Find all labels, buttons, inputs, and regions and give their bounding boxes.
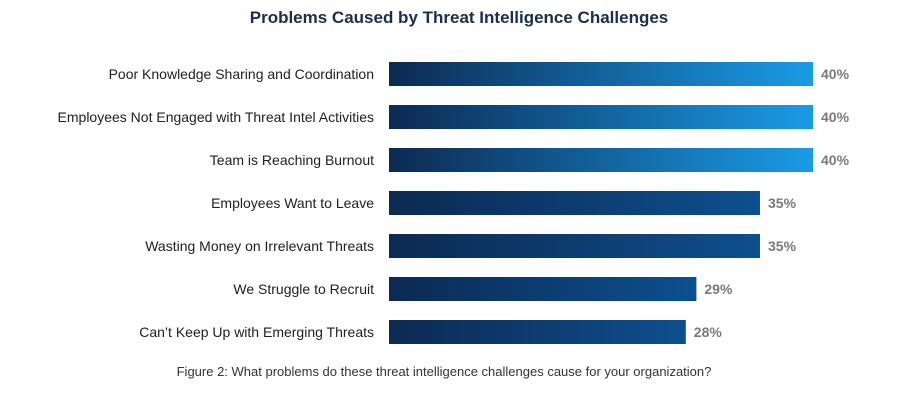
category-label: Poor Knowledge Sharing and Coordination [109, 66, 374, 82]
category-label: Employees Not Engaged with Threat Intel … [58, 109, 374, 125]
value-label: 28% [694, 324, 723, 340]
category-label: Employees Want to Leave [211, 195, 374, 211]
bar [389, 320, 686, 344]
bar [389, 234, 760, 258]
category-label: Team is Reaching Burnout [210, 152, 374, 168]
value-label: 40% [821, 109, 850, 125]
value-label: 35% [768, 238, 797, 254]
bar [389, 148, 813, 172]
bar [389, 277, 697, 301]
value-label: 35% [768, 195, 797, 211]
bar [389, 105, 813, 129]
category-label: Wasting Money on Irrelevant Threats [145, 238, 374, 254]
bar [389, 191, 760, 215]
category-label: Can’t Keep Up with Emerging Threats [139, 324, 374, 340]
value-label: 40% [821, 66, 850, 82]
category-label: We Struggle to Recruit [233, 281, 374, 297]
value-label: 40% [821, 152, 850, 168]
value-label: 29% [704, 281, 733, 297]
bar [389, 62, 813, 86]
figure-caption: Figure 2: What problems do these threat … [176, 364, 712, 379]
chart-title: Problems Caused by Threat Intelligence C… [249, 8, 669, 27]
